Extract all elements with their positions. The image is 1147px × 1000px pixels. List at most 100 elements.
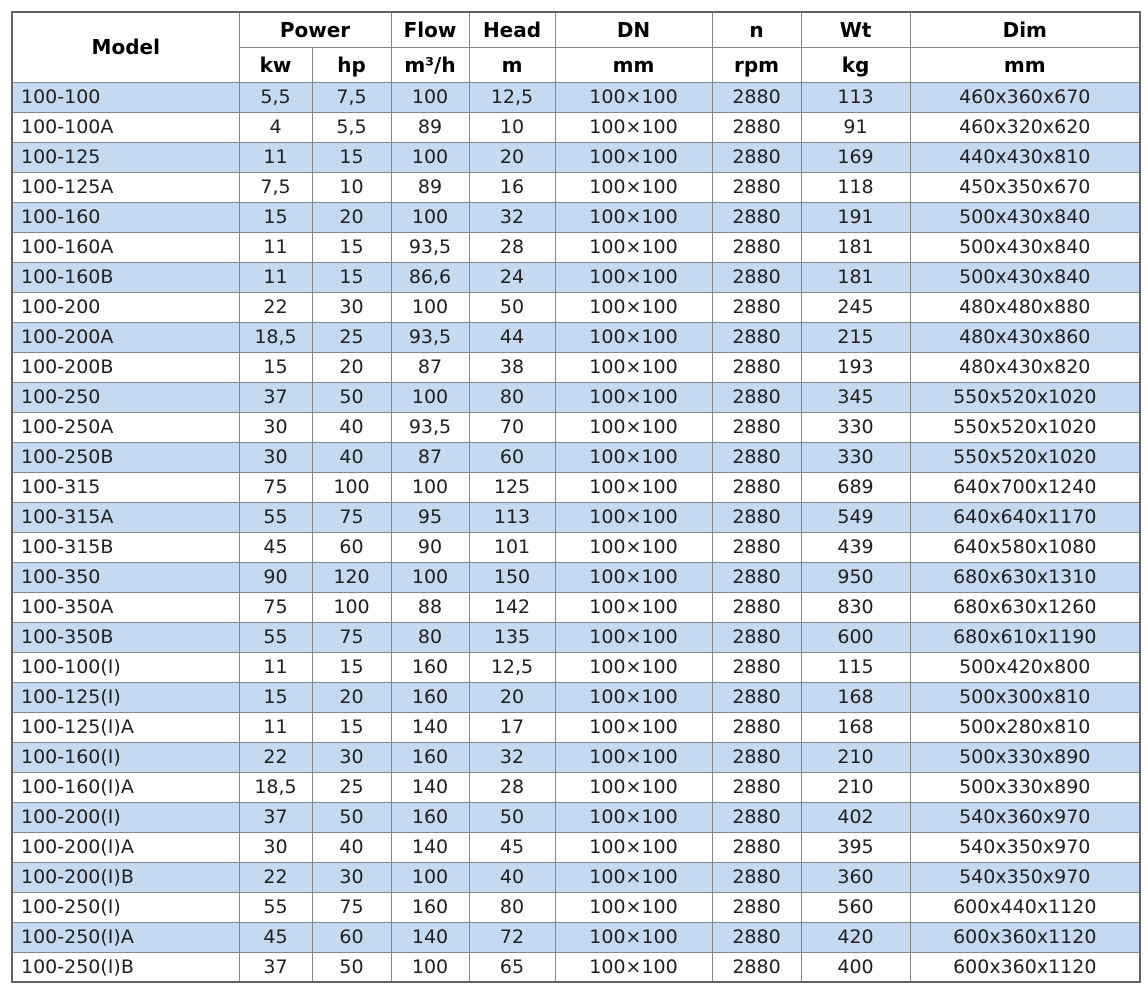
cell-power-kw: 4 <box>238 111 313 143</box>
cell-dn: 100×100 <box>554 441 713 473</box>
cell-wt: 439 <box>800 531 911 563</box>
cell-power-hp: 100 <box>311 591 392 623</box>
table-row: 100-100A 4 5,5 89 10 100×100 2880 91 460x320x620 <box>11 111 1141 143</box>
cell-dim: 500x430x840 <box>909 261 1141 293</box>
cell-flow: 89 <box>390 171 470 203</box>
cell-power-kw: 11 <box>238 651 313 683</box>
cell-power-hp: 40 <box>311 831 392 863</box>
cell-flow: 100 <box>390 291 470 323</box>
cell-head: 12,5 <box>468 81 556 113</box>
cell-dim: 460x320x620 <box>909 111 1141 143</box>
header-row-units: kw hp m³/h m mm rpm kg mm <box>12 46 1141 83</box>
cell-flow: 100 <box>390 201 470 233</box>
cell-head: 150 <box>468 561 556 593</box>
cell-dn: 100×100 <box>554 381 713 413</box>
cell-wt: 181 <box>800 231 911 263</box>
cell-power-hp: 100 <box>311 471 392 503</box>
cell-rpm: 2880 <box>711 651 802 683</box>
cell-flow: 160 <box>390 891 470 923</box>
cell-power-kw: 37 <box>238 801 313 833</box>
cell-rpm: 2880 <box>711 501 802 533</box>
cell-power-hp: 20 <box>311 351 392 383</box>
cell-power-kw: 7,5 <box>238 171 313 203</box>
cell-dim: 450x350x670 <box>909 171 1141 203</box>
cell-dn: 100×100 <box>554 471 713 503</box>
table-row: 100-350A 75 100 88 142 100×100 2880 830 680x630x… <box>11 591 1141 623</box>
cell-model: 100-100(I) <box>11 651 240 683</box>
cell-model: 100-250B <box>11 441 240 473</box>
cell-power-hp: 15 <box>311 711 392 743</box>
cell-rpm: 2880 <box>711 441 802 473</box>
cell-power-kw: 30 <box>238 831 313 863</box>
cell-power-hp: 15 <box>311 141 392 173</box>
col-header-flow-unit: m³/h <box>390 46 470 83</box>
cell-rpm: 2880 <box>711 831 802 863</box>
cell-rpm: 2880 <box>711 891 802 923</box>
pump-spec-table: Model Power Flow Head DN n Wt Dim kw hp … <box>11 11 1141 983</box>
cell-dn: 100×100 <box>554 321 713 353</box>
cell-model: 100-200(I)A <box>11 831 240 863</box>
cell-dn: 100×100 <box>554 141 713 173</box>
cell-dim: 480x480x880 <box>909 291 1141 323</box>
table-row: 100-250(I) 55 75 160 80 100×100 2880 560 600x440… <box>11 891 1141 923</box>
cell-wt: 210 <box>800 771 911 803</box>
cell-dn: 100×100 <box>554 531 713 563</box>
spec-table-body: 100-100 5,5 7,5 100 12,5 100×100 2880 113 460x36… <box>11 81 1141 983</box>
cell-power-kw: 15 <box>238 201 313 233</box>
cell-wt: 689 <box>800 471 911 503</box>
cell-flow: 87 <box>390 441 470 473</box>
cell-head: 20 <box>468 681 556 713</box>
cell-rpm: 2880 <box>711 471 802 503</box>
cell-wt: 402 <box>800 801 911 833</box>
cell-head: 44 <box>468 321 556 353</box>
cell-dn: 100×100 <box>554 741 713 773</box>
cell-power-hp: 25 <box>311 321 392 353</box>
cell-power-kw: 22 <box>238 861 313 893</box>
cell-power-kw: 15 <box>238 681 313 713</box>
cell-rpm: 2880 <box>711 591 802 623</box>
cell-dn: 100×100 <box>554 711 713 743</box>
cell-dim: 680x630x1310 <box>909 561 1141 593</box>
cell-power-kw: 5,5 <box>238 81 313 113</box>
cell-model: 100-250 <box>11 381 240 413</box>
cell-flow: 160 <box>390 681 470 713</box>
cell-dn: 100×100 <box>554 771 713 803</box>
cell-dn: 100×100 <box>554 201 713 233</box>
cell-flow: 88 <box>390 591 470 623</box>
cell-dn: 100×100 <box>554 411 713 443</box>
table-row: 100-200B 15 20 87 38 100×100 2880 193 480x430x82… <box>11 351 1141 383</box>
cell-dim: 640x640x1170 <box>909 501 1141 533</box>
cell-power-hp: 50 <box>311 801 392 833</box>
cell-head: 16 <box>468 171 556 203</box>
cell-dim: 500x330x890 <box>909 771 1141 803</box>
cell-power-hp: 25 <box>311 771 392 803</box>
table-row: 100-100(I) 11 15 160 12,5 100×100 2880 115 500x4… <box>11 651 1141 683</box>
cell-model: 100-200A <box>11 321 240 353</box>
cell-head: 10 <box>468 111 556 143</box>
cell-power-hp: 60 <box>311 921 392 953</box>
cell-rpm: 2880 <box>711 261 802 293</box>
col-header-n-unit: rpm <box>711 46 802 83</box>
cell-flow: 93,5 <box>390 411 470 443</box>
cell-rpm: 2880 <box>711 801 802 833</box>
cell-head: 12,5 <box>468 651 556 683</box>
cell-flow: 87 <box>390 351 470 383</box>
cell-rpm: 2880 <box>711 201 802 233</box>
cell-rpm: 2880 <box>711 321 802 353</box>
cell-dn: 100×100 <box>554 831 713 863</box>
cell-wt: 330 <box>800 441 911 473</box>
cell-dim: 640x700x1240 <box>909 471 1141 503</box>
col-header-wt: Wt <box>800 11 911 48</box>
cell-dim: 550x520x1020 <box>909 441 1141 473</box>
cell-head: 28 <box>468 771 556 803</box>
cell-power-hp: 75 <box>311 891 392 923</box>
table-row: 100-250A 30 40 93,5 70 100×100 2880 330 550x520x… <box>11 411 1141 443</box>
cell-model: 100-200(I)B <box>11 861 240 893</box>
cell-power-hp: 15 <box>311 651 392 683</box>
cell-power-hp: 40 <box>311 411 392 443</box>
cell-power-hp: 5,5 <box>311 111 392 143</box>
cell-dn: 100×100 <box>554 891 713 923</box>
table-row: 100-250(I)A 45 60 140 72 100×100 2880 420 600x36… <box>11 921 1141 953</box>
cell-model: 100-100 <box>11 81 240 113</box>
cell-power-hp: 20 <box>311 201 392 233</box>
